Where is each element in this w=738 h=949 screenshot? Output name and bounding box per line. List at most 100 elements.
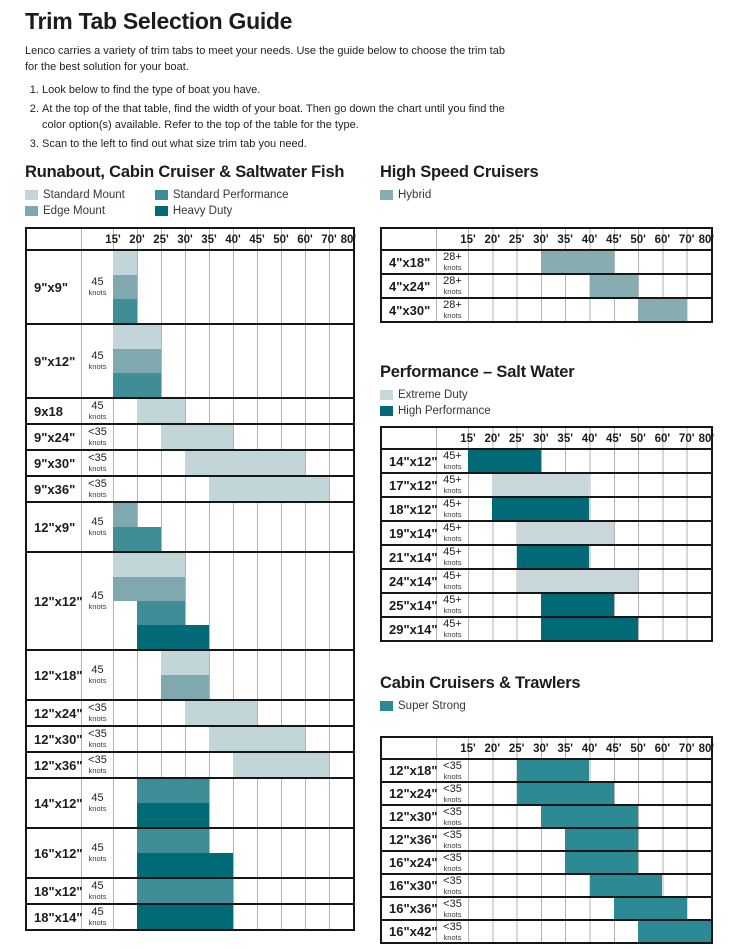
knots-unit: knots — [88, 892, 107, 902]
tab-size-label: 12"x18" — [382, 760, 437, 781]
knots-cell: <35 knots — [82, 727, 113, 751]
coverage-area — [468, 251, 711, 273]
knots-value: 45 — [91, 276, 104, 289]
column-label-20: 20' — [484, 433, 501, 445]
coverage-cells-heavy-duty — [137, 905, 233, 929]
coverage-cells-edge-mount — [113, 349, 161, 373]
column-label-60: 60' — [654, 743, 671, 755]
boat-width-scale: 15' 20' 25' 30' 35' 40' 45' 50' 60' 70' 80' — [460, 229, 714, 249]
column-label-25: 25' — [508, 743, 525, 755]
legend-item-extreme-duty: Extreme Duty — [380, 389, 491, 401]
table-row-19-x14: 19"x14" 45+ knots — [382, 520, 711, 544]
coverage-band — [468, 522, 711, 544]
table-row-4-x18: 4"x18" 28+ knots — [382, 251, 711, 273]
table-row-16-x30: 16"x30" <35 knots — [382, 873, 711, 896]
knots-value: <35 — [88, 478, 107, 491]
table-row-18-x14: 18"x14" 45 knots — [27, 903, 353, 929]
knots-cell: <35 knots — [82, 425, 113, 449]
coverage-band — [113, 299, 353, 323]
knots-value: 45+ — [443, 570, 462, 583]
knots-unit: knots — [88, 464, 107, 474]
size-column-header — [382, 428, 437, 448]
knots-value: 45 — [91, 906, 104, 919]
knots-cell: 45+ knots — [437, 594, 468, 616]
coverage-area — [468, 450, 711, 472]
coverage-band — [468, 594, 711, 616]
coverage-area — [468, 921, 711, 942]
coverage-band — [113, 373, 353, 397]
tab-size-label: 12"x30" — [27, 727, 82, 751]
boat-width-scale: 15' 20' 25' 30' 35' 40' 45' 50' 60' 70' 80' — [460, 428, 714, 448]
coverage-area — [113, 779, 353, 827]
selection-table-high-speed: 15' 20' 25' 30' 35' 40' 45' 50' 60' 70' 80' 4"x18" 2… — [380, 227, 714, 323]
legend: Standard Mount Edge Mount Standard Perform… — [25, 189, 355, 217]
table-row-18-x12: 18"x12" 45 knots — [27, 877, 353, 903]
legend-item-standard-mount: Standard Mount — [25, 189, 125, 201]
tab-size-label: 12"x12" — [27, 553, 82, 649]
coverage-area — [468, 806, 711, 827]
table-row-9x18: 9x18 45 knots — [27, 397, 353, 423]
table-row-12-x9: 12"x9" 45 knots — [27, 501, 353, 551]
coverage-band — [113, 527, 353, 551]
coverage-area — [113, 451, 353, 475]
table-row-12-x36: 12"x36" <35 knots — [382, 827, 711, 850]
legend-label-super-strong: Super Strong — [398, 700, 466, 712]
knots-unit: knots — [88, 740, 107, 750]
tab-size-label: 9"x12" — [27, 325, 82, 397]
knots-value: 28+ — [443, 299, 462, 312]
knots-cell: 28+ knots — [437, 275, 468, 297]
knots-unit: knots — [88, 490, 107, 500]
coverage-area — [113, 503, 353, 551]
knots-unit: knots — [443, 771, 462, 781]
coverage-cells-standard-mount — [161, 425, 233, 449]
coverage-area — [113, 425, 353, 449]
knots-unit: knots — [443, 558, 462, 568]
column-label-50: 50' — [273, 234, 289, 246]
knots-cell: 45 knots — [82, 779, 113, 827]
coverage-band — [468, 921, 711, 942]
table-row-16-x36: 16"x36" <35 knots — [382, 896, 711, 919]
knots-value: 45+ — [443, 594, 462, 607]
coverage-area — [468, 594, 711, 616]
knots-value: 45 — [91, 350, 104, 363]
coverage-area — [468, 498, 711, 520]
knots-cell: <35 knots — [437, 898, 468, 919]
column-label-60: 60' — [654, 234, 671, 246]
knots-cell: <35 knots — [437, 806, 468, 827]
coverage-band — [468, 618, 711, 640]
column-label-45: 45' — [606, 433, 622, 445]
section-high-speed-cruisers: High Speed Cruisers Hybrid 15' 20' 25' 30' 3… — [380, 163, 714, 323]
coverage-band — [113, 753, 353, 777]
coverage-band — [113, 577, 353, 601]
knots-cell: 45+ knots — [437, 522, 468, 544]
coverage-cells-standard-performance — [137, 829, 209, 853]
tab-size-label: 12"x36" — [27, 753, 82, 777]
knots-value: 45+ — [443, 522, 462, 535]
column-label-50: 50' — [630, 433, 646, 445]
knots-cell: <35 knots — [437, 921, 468, 942]
coverage-cells-standard-mount — [209, 727, 305, 751]
coverage-band — [468, 546, 711, 568]
coverage-band — [468, 875, 711, 896]
tab-size-label: 16"x30" — [382, 875, 437, 896]
tab-size-label: 4"x18" — [382, 251, 437, 273]
knots-unit: knots — [88, 602, 107, 612]
knots-value: <35 — [443, 920, 462, 933]
column-label-35: 35' — [201, 234, 217, 246]
column-label-30: 30' — [533, 743, 549, 755]
coverage-band — [468, 806, 711, 827]
knots-value: <35 — [443, 805, 462, 818]
knots-unit: knots — [88, 438, 107, 448]
legend-item-heavy-duty: Heavy Duty — [154, 205, 289, 217]
left-column: Runabout, Cabin Cruiser & Saltwater Fish… — [25, 163, 356, 931]
coverage-cells-standard-performance — [113, 299, 137, 323]
legend-label-edge-mount: Edge Mount — [43, 205, 106, 217]
column-label-80: 80' — [698, 433, 715, 445]
coverage-band — [113, 349, 353, 373]
coverage-area — [113, 477, 353, 501]
coverage-area — [468, 299, 711, 321]
coverage-area — [113, 829, 353, 877]
column-label-15: 15' — [460, 234, 476, 246]
knots-unit: knots — [88, 804, 107, 814]
knots-value: 45 — [91, 516, 104, 529]
